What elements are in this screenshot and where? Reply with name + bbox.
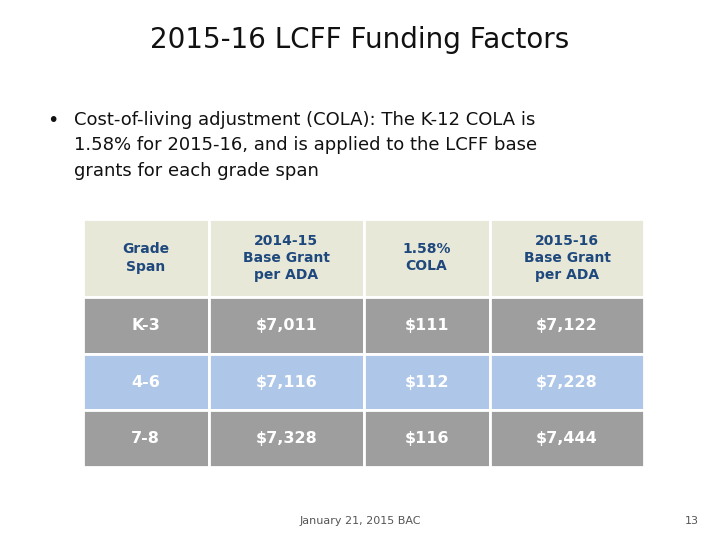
FancyBboxPatch shape [209,354,364,410]
FancyBboxPatch shape [83,410,209,467]
FancyBboxPatch shape [364,410,490,467]
Text: $7,444: $7,444 [536,431,598,446]
FancyBboxPatch shape [364,354,490,410]
Text: •: • [47,111,58,130]
Text: $7,122: $7,122 [536,318,598,333]
FancyBboxPatch shape [490,297,644,354]
FancyBboxPatch shape [83,297,209,354]
Text: January 21, 2015 BAC: January 21, 2015 BAC [300,516,420,526]
Text: Cost-of-living adjustment (COLA): The K-12 COLA is
1.58% for 2015-16, and is app: Cost-of-living adjustment (COLA): The K-… [74,111,537,180]
Text: 2014-15
Base Grant
per ADA: 2014-15 Base Grant per ADA [243,233,330,282]
Text: K-3: K-3 [132,318,160,333]
Text: 4-6: 4-6 [131,375,161,389]
Text: 1.58%
COLA: 1.58% COLA [402,242,451,273]
Text: $116: $116 [405,431,449,446]
Text: $111: $111 [405,318,449,333]
FancyBboxPatch shape [490,410,644,467]
FancyBboxPatch shape [209,297,364,354]
FancyBboxPatch shape [209,219,364,297]
FancyBboxPatch shape [364,219,490,297]
Text: $7,116: $7,116 [256,375,317,389]
Text: $7,328: $7,328 [256,431,317,446]
Text: $7,011: $7,011 [256,318,317,333]
Text: 13: 13 [685,516,698,526]
FancyBboxPatch shape [364,297,490,354]
Text: 7-8: 7-8 [131,431,161,446]
Text: Grade
Span: Grade Span [122,242,169,273]
Text: $112: $112 [405,375,449,389]
Text: 2015-16 LCFF Funding Factors: 2015-16 LCFF Funding Factors [150,26,570,55]
FancyBboxPatch shape [490,219,644,297]
Text: $7,228: $7,228 [536,375,598,389]
FancyBboxPatch shape [209,410,364,467]
FancyBboxPatch shape [83,219,209,297]
FancyBboxPatch shape [83,354,209,410]
Text: 2015-16
Base Grant
per ADA: 2015-16 Base Grant per ADA [523,233,611,282]
FancyBboxPatch shape [490,354,644,410]
